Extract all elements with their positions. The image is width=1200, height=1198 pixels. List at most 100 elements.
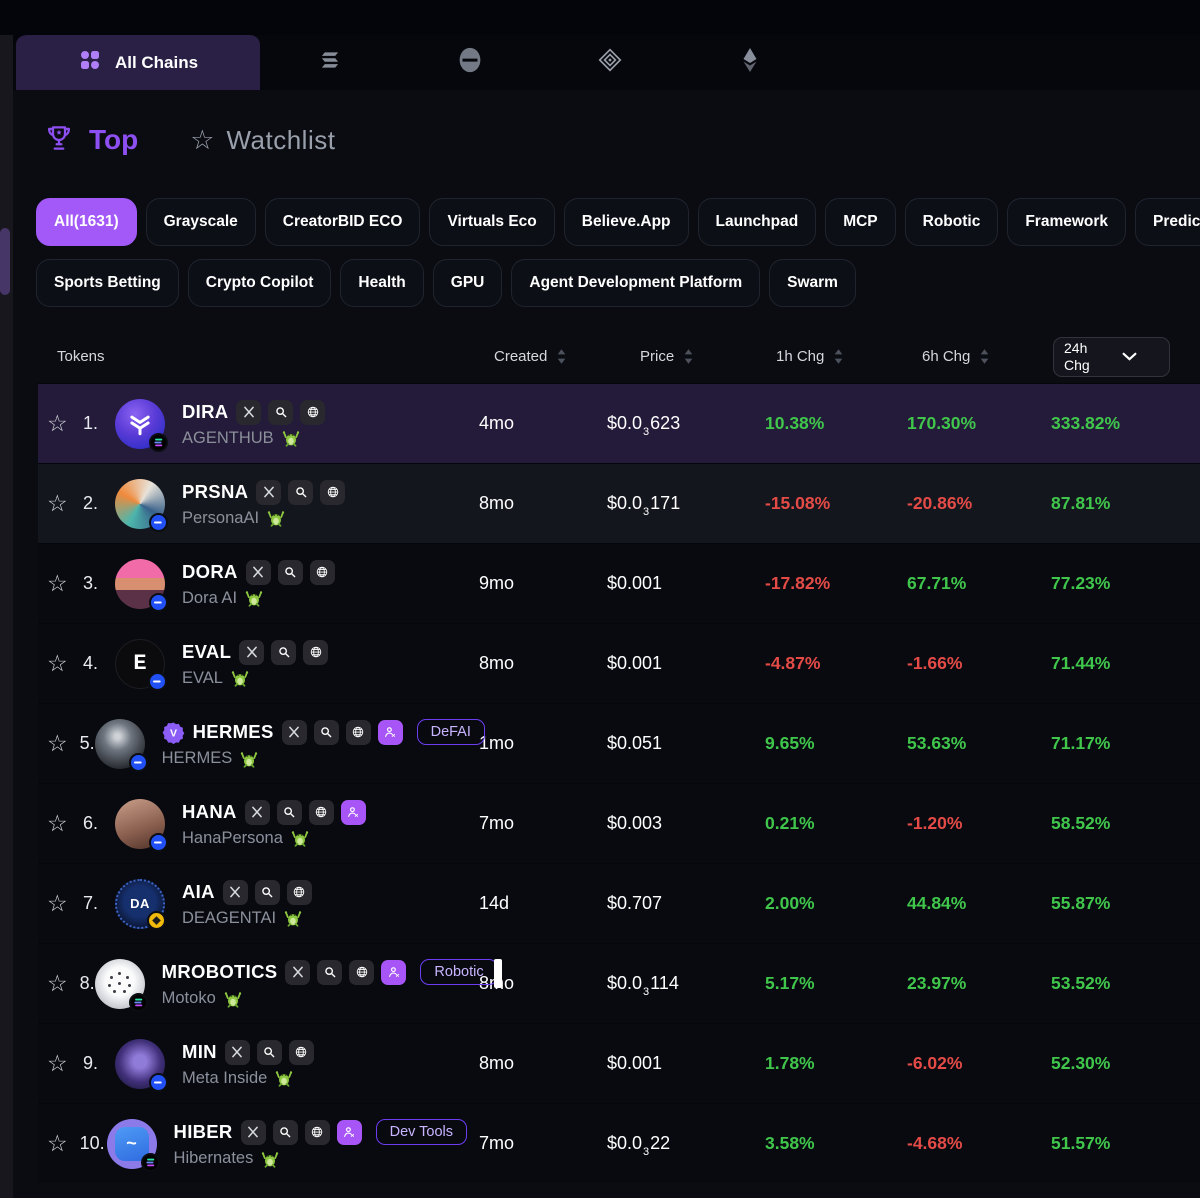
tab-watchlist[interactable]: ☆ Watchlist	[190, 125, 335, 156]
x-icon-button[interactable]	[245, 559, 271, 585]
globe-icon-button[interactable]	[300, 399, 326, 425]
persona-icon-button[interactable]	[377, 719, 403, 745]
frog-icon	[240, 750, 258, 768]
filter-pill[interactable]: Agent Development Platform	[511, 259, 761, 307]
search-icon-button[interactable]	[277, 559, 303, 585]
search-icon-button[interactable]	[268, 399, 294, 425]
row-watchlist-star-icon[interactable]: ☆	[47, 810, 68, 836]
globe-icon-button[interactable]	[304, 1119, 330, 1145]
category-badge: Robotic	[420, 959, 502, 988]
globe-icon-button[interactable]	[309, 559, 335, 585]
filter-pill[interactable]: Virtuals Eco	[429, 198, 555, 246]
row-watchlist-star-icon[interactable]: ☆	[47, 650, 68, 676]
table-row[interactable]: ☆ 9. MIN Meta Inside 8mo $0.001	[38, 1023, 1200, 1103]
search-icon-button[interactable]	[256, 1039, 282, 1065]
row-watchlist-star-icon[interactable]: ☆	[47, 890, 68, 916]
header-created[interactable]: Created	[480, 348, 608, 365]
row-watchlist-star-icon[interactable]: ☆	[47, 570, 68, 596]
filter-pill[interactable]: Robotic	[904, 198, 999, 246]
globe-icon-button[interactable]	[288, 1039, 314, 1065]
rail-scroll-thumb[interactable]	[0, 228, 10, 295]
x-icon-button[interactable]	[256, 479, 282, 505]
filter-pill[interactable]: Swarm	[769, 259, 856, 307]
x-icon-button[interactable]	[281, 719, 307, 745]
x-icon-button[interactable]	[244, 799, 270, 825]
row-watchlist-star-icon[interactable]: ☆	[47, 1130, 68, 1156]
row-watchlist-star-icon[interactable]: ☆	[47, 730, 68, 756]
header-price[interactable]: Price	[608, 348, 768, 365]
x-icon-button[interactable]	[224, 1039, 250, 1065]
tab-top[interactable]: Top	[43, 122, 138, 159]
filter-pill[interactable]: CreatorBID ECO	[264, 198, 421, 246]
tab-ornate-diamond-chain[interactable]	[540, 35, 680, 90]
row-watchlist-star-icon[interactable]: ☆	[47, 1050, 68, 1076]
sort-active-24h-chg[interactable]: 24h Chg	[1053, 336, 1170, 377]
x-icon-button[interactable]	[239, 639, 265, 665]
row-watchlist-star-icon[interactable]: ☆	[47, 410, 68, 436]
filter-pill[interactable]: All(1631)	[36, 198, 137, 246]
persona-icon-button[interactable]	[336, 1119, 362, 1145]
price-cell: $0.03114	[607, 973, 679, 998]
filter-pill[interactable]: Predicat	[1135, 198, 1200, 246]
frog-icon	[291, 829, 309, 847]
filter-pill[interactable]: MCP	[825, 198, 896, 246]
search-icon-button[interactable]	[271, 639, 297, 665]
table-row[interactable]: ☆ 8. MROBOTICS Robotic Motoko 8mo $0	[38, 943, 1200, 1023]
table-row[interactable]: ☆ 10. ~ HIBER Dev Tools Hibernates 7mo	[38, 1103, 1200, 1183]
search-icon-button[interactable]	[272, 1119, 298, 1145]
globe-icon-button[interactable]	[345, 719, 371, 745]
filter-pill[interactable]: Crypto Copilot	[187, 259, 332, 307]
filter-pill[interactable]: Launchpad	[697, 198, 817, 246]
table-row[interactable]: ☆ 6. HANA HanaPersona 7mo $0.003	[38, 783, 1200, 863]
table-row[interactable]: ☆ 1. DIRA AGENTHUB 4mo $0.03623	[38, 383, 1200, 463]
header-6h-chg[interactable]: 6h Chg	[908, 348, 1053, 365]
table-row[interactable]: ☆ 3. DORA Dora AI 9mo $0.001 -1	[38, 543, 1200, 623]
globe-icon-button[interactable]	[303, 639, 329, 665]
tab-circle-chain[interactable]	[400, 35, 540, 90]
price-cell: $0.003	[607, 813, 663, 833]
all-chains-icon	[78, 48, 102, 77]
x-icon-button[interactable]	[285, 959, 311, 985]
price-cell: $0.001	[607, 1053, 663, 1073]
globe-icon-button[interactable]	[286, 879, 312, 905]
price-cell: $0.707	[607, 893, 663, 913]
search-icon-button[interactable]	[254, 879, 280, 905]
row-watchlist-star-icon[interactable]: ☆	[47, 490, 68, 516]
table-row[interactable]: ☆ 7. DA AIA DEAGENTAI 14d $0.707	[38, 863, 1200, 943]
tab-solana[interactable]	[260, 35, 400, 90]
chg-24h-cell: 71.17%	[1051, 733, 1111, 753]
persona-icon-button[interactable]	[340, 799, 366, 825]
search-icon-button[interactable]	[288, 479, 314, 505]
globe-icon-button[interactable]	[349, 959, 375, 985]
created-cell: 8mo	[479, 653, 515, 673]
globe-icon-button[interactable]	[320, 479, 346, 505]
header-1h-chg[interactable]: 1h Chg	[768, 348, 908, 365]
token-avatar	[115, 798, 168, 852]
x-icon-button[interactable]	[240, 1119, 266, 1145]
table-row[interactable]: ☆ 5. V HERMES DeFAI HERMES 1mo $0.051	[38, 703, 1200, 783]
token-avatar	[115, 398, 168, 452]
x-icon-button[interactable]	[222, 879, 248, 905]
search-icon-button[interactable]	[317, 959, 343, 985]
price-cell: $0.03623	[607, 413, 681, 438]
row-watchlist-star-icon[interactable]: ☆	[47, 970, 68, 996]
filter-pill[interactable]: Health	[340, 259, 424, 307]
token-avatar: DA	[115, 878, 166, 930]
filter-pill[interactable]: GPU	[432, 259, 503, 307]
token-name: HERMES	[161, 749, 233, 767]
rank: 7.	[83, 893, 99, 913]
filter-pill[interactable]: Sports Betting	[36, 259, 179, 307]
table-row[interactable]: ☆ 4. E EVAL EVAL 8mo $0.001 -4.8	[38, 623, 1200, 703]
tab-ethereum[interactable]	[680, 35, 820, 90]
globe-icon-button[interactable]	[308, 799, 334, 825]
x-icon-button[interactable]	[236, 399, 262, 425]
tab-all-chains[interactable]: All Chains	[16, 35, 260, 90]
filter-pill[interactable]: Grayscale	[145, 198, 256, 246]
persona-icon-button[interactable]	[381, 959, 407, 985]
search-icon-button[interactable]	[276, 799, 302, 825]
table-row[interactable]: ☆ 2. PRSNA PersonaAI 8mo $0.03171	[38, 463, 1200, 543]
search-icon-button[interactable]	[313, 719, 339, 745]
rank: 5.	[79, 733, 95, 753]
filter-pill[interactable]: Believe.App	[563, 198, 689, 246]
filter-pill[interactable]: Framework	[1007, 198, 1127, 246]
